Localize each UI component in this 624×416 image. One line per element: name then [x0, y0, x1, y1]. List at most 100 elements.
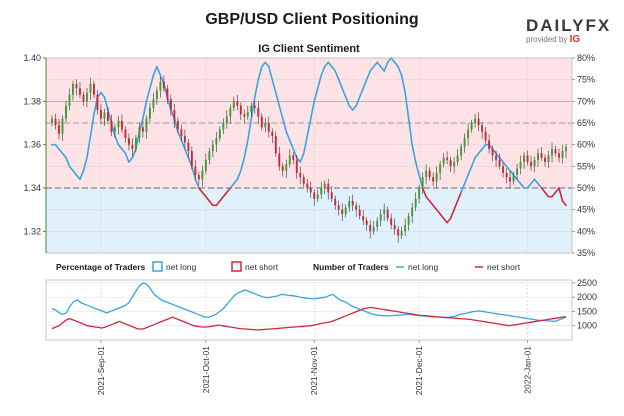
right-tick-label: 75%: [577, 75, 595, 85]
percent-long-segment: [257, 65, 263, 81]
traders-panel-frame: [45, 279, 573, 341]
candle-body: [75, 84, 78, 89]
x-tick-label: 2021-Dec-01: [414, 346, 424, 395]
percent-long-segment: [208, 200, 214, 207]
candle-body: [551, 149, 553, 156]
candle-body: [141, 127, 144, 132]
candle-body: [152, 99, 155, 108]
percent-long-segment: [243, 139, 249, 159]
percent-long-segment: [323, 61, 330, 68]
legend-pct-short-swatch: [231, 261, 242, 272]
candle-body: [79, 88, 81, 95]
candle-body: [369, 224, 372, 232]
candle-body: [390, 218, 393, 225]
percent-long-segment: [278, 104, 284, 120]
left-tick-label: 1.34: [23, 183, 41, 193]
candle-body: [341, 209, 344, 214]
candle-body: [498, 159, 501, 167]
percent-long-segment: [358, 87, 364, 98]
candle-body: [106, 112, 109, 121]
percent-long-segment: [425, 195, 431, 202]
right-tick-label: 70%: [577, 96, 595, 106]
candle-body: [197, 175, 200, 180]
candle-body: [386, 209, 389, 219]
candle-body: [323, 183, 326, 188]
candle-body: [418, 188, 421, 199]
percent-long-segment: [397, 65, 403, 77]
percent-long-segment: [302, 135, 309, 155]
candle-body: [208, 151, 211, 160]
percent-long-segment: [561, 200, 567, 207]
candle-body: [271, 131, 274, 136]
candle-body: [537, 153, 539, 160]
percent-long-segment: [334, 70, 340, 81]
candle-body: [362, 216, 365, 221]
percent-long-segment: [117, 143, 123, 150]
percent-long-segment: [100, 91, 106, 98]
percent-long-segment: [267, 65, 274, 81]
candle-body: [320, 188, 323, 195]
candle-body: [120, 120, 123, 130]
percent-long-segment: [281, 117, 288, 133]
percent-long-segment: [254, 78, 260, 98]
left-tick-label: 1.40: [23, 53, 41, 63]
candle-body: [365, 220, 368, 225]
candle-body: [225, 116, 228, 123]
legend-num-long-label: net long: [408, 262, 439, 272]
candle-body: [82, 94, 85, 102]
percent-long-segment: [505, 165, 511, 172]
candle-body: [278, 153, 281, 167]
percent-long-segment: [215, 200, 221, 207]
candle-body: [295, 159, 298, 173]
percent-long-segment: [184, 148, 190, 159]
candle-body: [58, 125, 60, 134]
percent-long-segment: [460, 182, 466, 194]
percent-long-segment: [453, 200, 459, 211]
percent-long-segment: [236, 169, 242, 181]
percent-long-segment: [414, 161, 420, 176]
left-tick-label: 1.38: [23, 96, 41, 106]
candle-body: [166, 88, 169, 100]
candle-body: [404, 224, 407, 232]
candle-body: [540, 153, 543, 158]
traders-tick-label: 2500: [577, 278, 597, 288]
percent-long-segment: [128, 156, 134, 163]
percent-long-segment: [369, 65, 375, 72]
right-tick-label: 50%: [577, 183, 595, 193]
percent-long-segment: [121, 148, 127, 155]
candle-body: [393, 224, 396, 230]
right-tick-label: 65%: [577, 118, 595, 128]
candle-body: [299, 172, 302, 178]
net-long-zone: [46, 188, 572, 253]
candle-body: [201, 170, 204, 180]
percent-long-segment: [379, 65, 385, 72]
percent-long-segment: [316, 74, 323, 90]
candle-body: [61, 118, 64, 134]
logo-tagline: provided by IG: [526, 34, 616, 45]
percent-long-segment: [355, 96, 361, 107]
percent-long-segment: [205, 195, 211, 202]
logo-provider: IG: [569, 34, 581, 45]
legend-pct-title: Percentage of Traders: [56, 262, 146, 272]
percent-long-segment: [292, 148, 298, 159]
candle-body: [68, 94, 71, 106]
candle-body: [89, 84, 92, 93]
percent-long-segment: [114, 135, 120, 146]
percent-long-segment: [247, 117, 253, 142]
candle-body: [414, 198, 417, 208]
left-tick-label: 1.32: [23, 226, 41, 236]
percent-long-segment: [82, 156, 88, 172]
candle-body: [505, 172, 508, 178]
percent-long-segment: [61, 152, 67, 159]
candle-body: [512, 175, 515, 182]
chart-subtitle: IG Client Sentiment: [258, 43, 360, 55]
percent-long-segment: [530, 178, 536, 185]
percent-long-segment: [330, 65, 337, 72]
percent-long-segment: [537, 182, 543, 189]
candle-body: [65, 105, 67, 119]
percent-long-segment: [435, 208, 441, 215]
candle-body: [173, 110, 176, 121]
candle-body: [159, 81, 162, 91]
